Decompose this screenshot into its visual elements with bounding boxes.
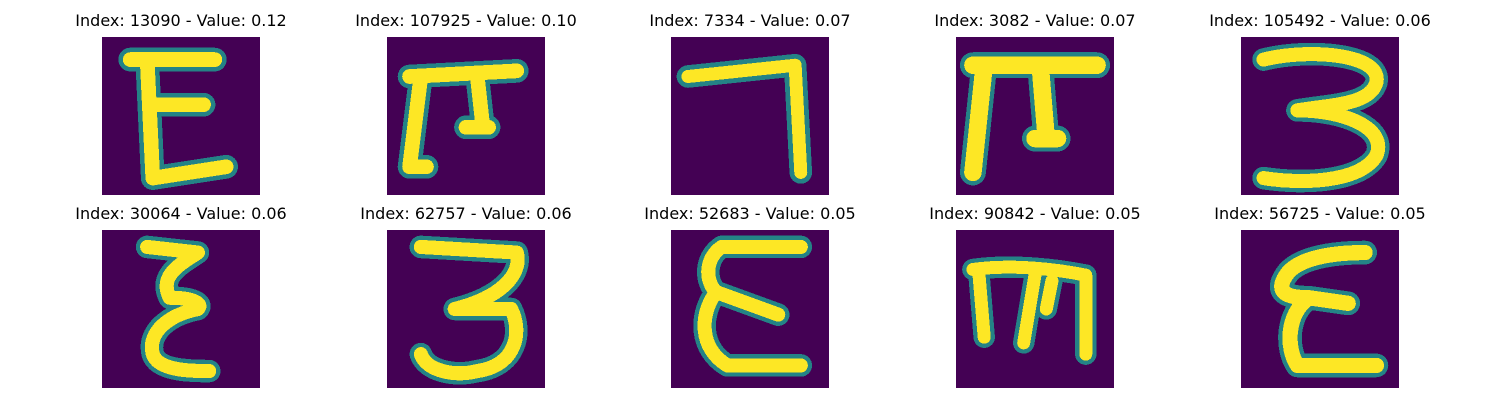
digit-image <box>671 230 829 388</box>
sample-panel-5: Index: 105492 - Value: 0.06 <box>1190 11 1450 197</box>
sample-panel-1: Index: 13090 - Value: 0.12 <box>51 11 311 197</box>
sample-panel-6: Index: 30064 - Value: 0.06 <box>51 204 311 390</box>
panel-title: Index: 3082 - Value: 0.07 <box>934 11 1136 30</box>
sample-panel-2: Index: 107925 - Value: 0.10 <box>336 11 596 197</box>
digit-image <box>102 37 260 195</box>
sample-panel-9: Index: 90842 - Value: 0.05 <box>905 204 1165 390</box>
digit-image <box>671 37 829 195</box>
panel-title: Index: 30064 - Value: 0.06 <box>75 204 287 223</box>
sample-panel-10: Index: 56725 - Value: 0.05 <box>1190 204 1450 390</box>
digit-image <box>102 230 260 388</box>
digit-image <box>1241 37 1399 195</box>
panel-title: Index: 56725 - Value: 0.05 <box>1214 204 1426 223</box>
digit-image <box>387 230 545 388</box>
sample-panel-3: Index: 7334 - Value: 0.07 <box>620 11 880 197</box>
panel-title: Index: 7334 - Value: 0.07 <box>649 11 851 30</box>
panel-title: Index: 52683 - Value: 0.05 <box>644 204 856 223</box>
sample-panel-4: Index: 3082 - Value: 0.07 <box>905 11 1165 197</box>
digit-image <box>956 37 1114 195</box>
digit-image <box>956 230 1114 388</box>
sample-panel-8: Index: 52683 - Value: 0.05 <box>620 204 880 390</box>
panel-title: Index: 13090 - Value: 0.12 <box>75 11 287 30</box>
sample-panel-7: Index: 62757 - Value: 0.06 <box>336 204 596 390</box>
panel-title: Index: 62757 - Value: 0.06 <box>360 204 572 223</box>
panel-title: Index: 105492 - Value: 0.06 <box>1209 11 1431 30</box>
digit-image <box>1241 230 1399 388</box>
panel-title: Index: 107925 - Value: 0.10 <box>355 11 577 30</box>
panel-title: Index: 90842 - Value: 0.05 <box>929 204 1141 223</box>
digit-image <box>387 37 545 195</box>
